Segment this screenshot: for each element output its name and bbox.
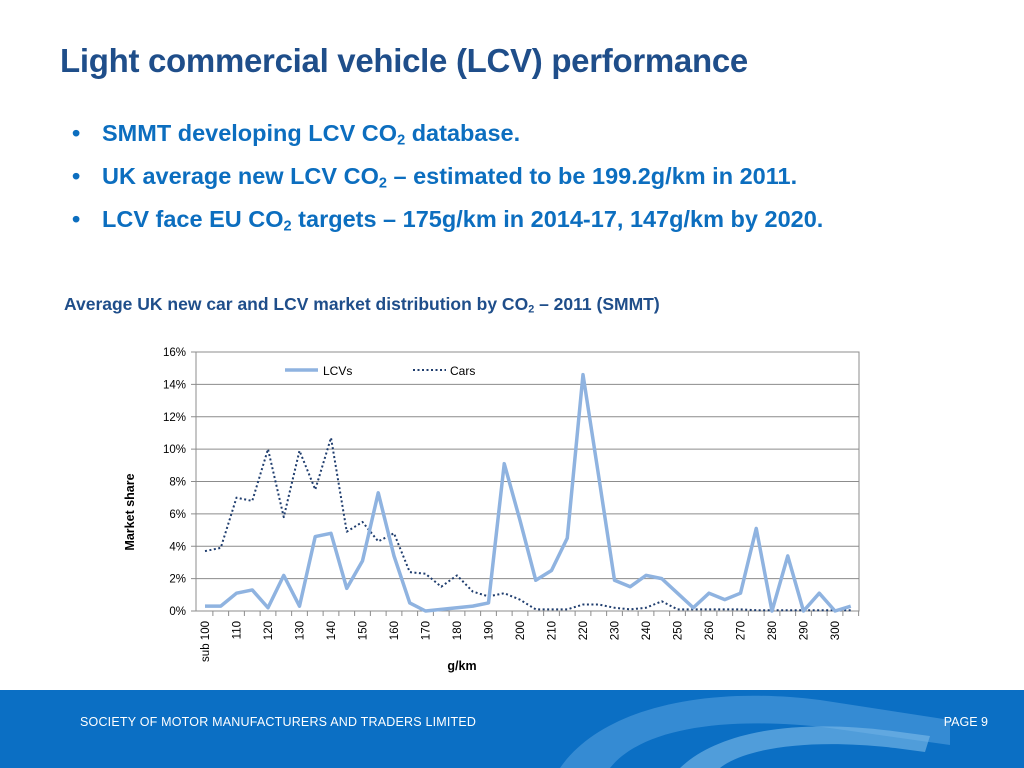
bullet-marker: • bbox=[72, 120, 81, 146]
x-tick-label: 170 bbox=[421, 621, 433, 640]
x-tick-label: 190 bbox=[484, 621, 496, 640]
legend-label-cars: Cars bbox=[450, 364, 475, 378]
bullet-subscript: 2 bbox=[283, 218, 292, 235]
x-tick-label: 220 bbox=[578, 621, 590, 640]
y-tick-label: 6% bbox=[169, 509, 186, 521]
x-tick-label: 210 bbox=[547, 621, 559, 640]
x-tick-label: 120 bbox=[263, 621, 275, 640]
legend-label-lcvs: LCVs bbox=[323, 364, 352, 378]
bullet-subscript: 2 bbox=[378, 175, 387, 192]
y-tick-label: 0% bbox=[169, 606, 186, 618]
chart-title: Average UK new car and LCV market distri… bbox=[64, 294, 660, 315]
footer-organization: SOCIETY OF MOTOR MANUFACTURERS AND TRADE… bbox=[80, 715, 477, 729]
x-tick-label: 150 bbox=[358, 621, 370, 640]
x-tick-label: 280 bbox=[767, 621, 779, 640]
y-tick-label: 14% bbox=[163, 379, 186, 391]
bullet-list: • SMMT developing LCV CO2 database. • UK a… bbox=[72, 112, 823, 241]
bullet-marker: • bbox=[72, 163, 81, 189]
x-tick-label: 300 bbox=[830, 621, 842, 640]
x-tick-label: 160 bbox=[389, 621, 401, 640]
bullet-text-end: database. bbox=[405, 120, 521, 146]
footer-bar: SOCIETY OF MOTOR MANUFACTURERS AND TRADE… bbox=[0, 690, 1024, 768]
series-layer bbox=[204, 372, 852, 613]
chart-title-end: – 2011 (SMMT) bbox=[534, 294, 660, 314]
bullet-text-end: – estimated to be 199.2g/km in 2011. bbox=[386, 163, 798, 189]
chart-title-start: Average UK new car and LCV market distri… bbox=[64, 294, 529, 314]
x-axis: sub 100 110 120 130 140 150 160 170 180 190 200 210… bbox=[200, 611, 860, 662]
x-tick-label: 250 bbox=[673, 621, 685, 640]
x-tick-label: 290 bbox=[799, 621, 811, 640]
bullet-text-start: UK average new LCV CO bbox=[102, 163, 379, 189]
chart-title-subscript: 2 bbox=[528, 303, 535, 316]
y-axis-title: Market share bbox=[123, 473, 137, 550]
bullet-item: • UK average new LCV CO2 – estimated to b… bbox=[72, 155, 823, 198]
slide-title: Light commercial vehicle (LCV) performan… bbox=[60, 42, 748, 79]
bullet-item: • SMMT developing LCV CO2 database. bbox=[72, 112, 823, 155]
y-tick-label: 16% bbox=[163, 347, 186, 359]
y-tick-label: 2% bbox=[169, 574, 186, 586]
swoosh-decoration bbox=[560, 695, 950, 768]
y-tick-label: 4% bbox=[169, 541, 186, 553]
x-tick-label: 230 bbox=[610, 621, 622, 640]
series-line-cars bbox=[204, 436, 851, 612]
bullet-text-start: LCV face EU CO bbox=[102, 206, 284, 232]
x-tick-label: 180 bbox=[452, 621, 464, 640]
x-tick-label: 260 bbox=[704, 621, 716, 640]
y-axis: 0% 2% 4% 6% 8% 10% 12% 14% 16% bbox=[163, 347, 196, 618]
bullet-text-end: targets – 175g/km in 2014-17, 147g/km by… bbox=[291, 206, 824, 232]
x-axis-title: g/km bbox=[447, 659, 476, 673]
page-number: PAGE 9 bbox=[943, 715, 988, 729]
bullet-text-start: SMMT developing LCV CO bbox=[102, 120, 398, 146]
y-tick-label: 12% bbox=[163, 412, 186, 424]
x-tick-label: 200 bbox=[515, 621, 527, 640]
x-tick-label: 110 bbox=[232, 621, 244, 639]
y-tick-label: 8% bbox=[169, 477, 186, 489]
bullet-marker: • bbox=[72, 206, 81, 232]
line-chart: 0% 2% 4% 6% 8% 10% 12% 14% 16% sub 100 110 120 130 1… bbox=[123, 347, 860, 673]
legend: LCVs Cars bbox=[285, 364, 475, 378]
bullet-subscript: 2 bbox=[397, 132, 406, 149]
x-tick-label: 140 bbox=[326, 621, 338, 640]
y-tick-label: 10% bbox=[163, 444, 186, 456]
bullet-item: • LCV face EU CO2 targets – 175g/km in 20… bbox=[72, 198, 823, 241]
x-tick-label: 240 bbox=[641, 621, 653, 640]
x-tick-label: sub 100 bbox=[200, 621, 212, 662]
x-tick-label: 130 bbox=[295, 621, 307, 640]
x-tick-label: 270 bbox=[736, 621, 748, 640]
series-line-lcvs bbox=[205, 372, 852, 613]
